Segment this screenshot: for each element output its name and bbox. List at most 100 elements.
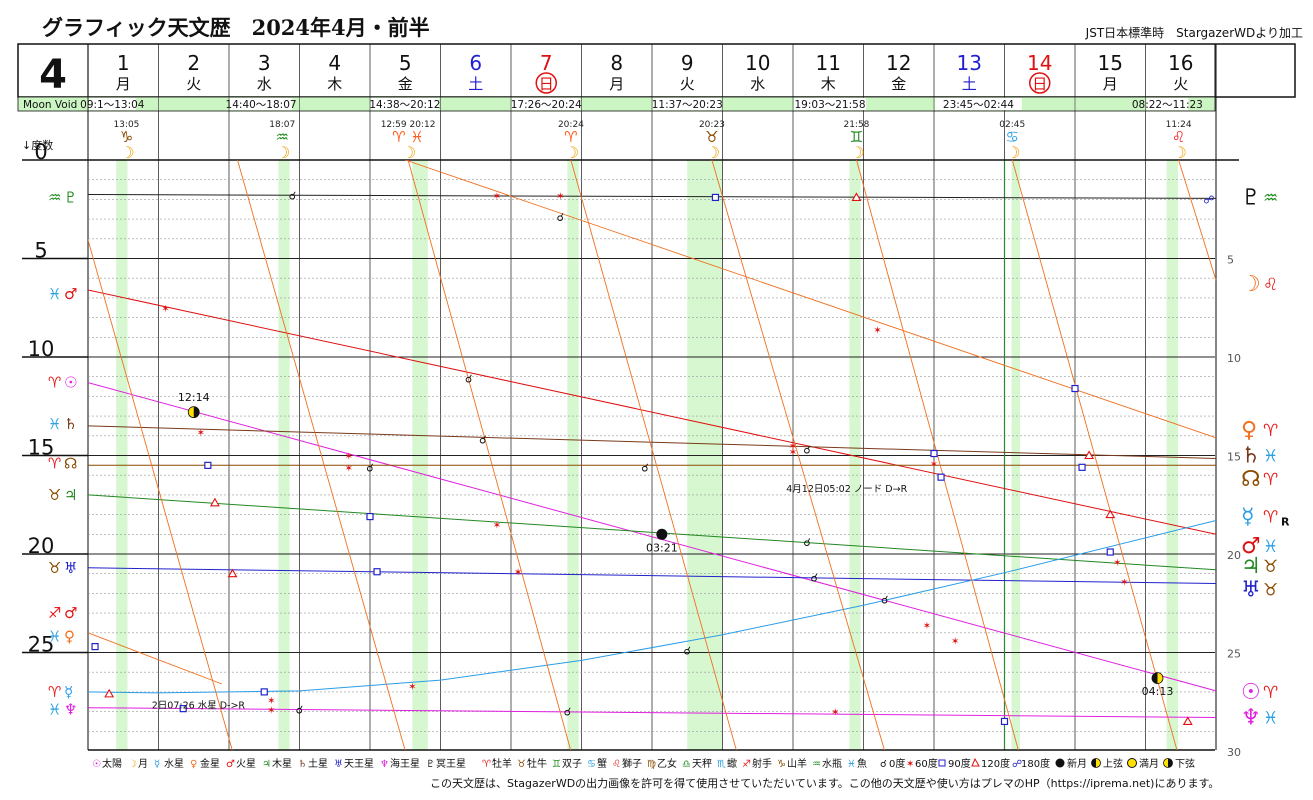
ingress-time: 12:59 20:12 [381, 120, 436, 130]
legend-sign-glyph: ♏ [717, 759, 726, 770]
ingress-time: 18:07 [269, 120, 295, 130]
legend-sign-glyph: ♎ [682, 759, 691, 770]
sextile-mark: ✶ [1113, 558, 1121, 569]
y-axis-label: ↓度数 [22, 138, 53, 152]
legend-sign-glyph: ♋ [587, 759, 596, 770]
left-planet-glyph: ♀ [64, 628, 75, 646]
void-interval [653, 98, 722, 110]
square-mark [1000, 717, 1009, 726]
right-planet-labels: ♇ ♒☽ ♌♀ ♈♄ ♓☊ ♈☿ ♈ R♂ ♓♃ ♉♅ ♉☉ ♈♆ ♓ [1241, 185, 1290, 730]
trine-mark [851, 192, 862, 201]
trine-mark [1182, 716, 1193, 726]
left-sign-glyph: ♉ [48, 559, 61, 577]
credit-note: JST日本標準時 StargazerWDより加工 [1085, 26, 1303, 40]
legend-planet-label: 土星 [308, 757, 328, 770]
weekday-label: 木 [327, 75, 342, 93]
left-sign-glyph: ♐ [48, 604, 61, 622]
left-planet-labels: ♒ ♇♓ ♂♈ ☉♓ ♄♈ ☊♉ ♃♉ ♅♐ ♂♓ ♀♈ ☿♓ ♆ [48, 188, 77, 718]
lunar-phases: 12:14 03:21 04:13 [178, 391, 1173, 698]
retrograde-flag: R [1281, 516, 1290, 529]
legend-planet-label: 金星 [200, 757, 220, 770]
trine-mark [104, 688, 115, 698]
right-planet-glyph: ♂ [1241, 534, 1261, 559]
legend-planet-glyph: ♀ [190, 759, 197, 770]
void-interval [794, 98, 867, 110]
left-sign-glyph: ♓ [48, 415, 61, 433]
void-interval-label: 19:03〜21:58 [794, 99, 865, 111]
sextile-mark: ✶ [1120, 578, 1128, 589]
legend-planet-glyph: ♃ [262, 759, 271, 770]
square-mark [91, 642, 99, 651]
right-sign-glyph: ♈ [1263, 470, 1278, 490]
track-moon_1 [88, 238, 233, 750]
square-mark [1078, 463, 1086, 471]
legend-sign-glyph: ♌ [612, 759, 621, 770]
legend-opposition-icon: ☍ [1012, 759, 1022, 770]
right-planet-glyph: ♀ [1241, 418, 1257, 443]
legend-sign-glyph: ♊ [552, 759, 561, 770]
void-interval-label: 09:1〜13:04 [80, 99, 145, 111]
legend-sign-label: 天秤 [692, 758, 712, 770]
sextile-mark: ✶ [556, 191, 564, 202]
left-planet-glyph: ♃ [64, 486, 77, 504]
legend-planet-glyph: ♆ [380, 759, 389, 770]
conjunction-mark: ☌ [881, 593, 888, 606]
day-number: 13 [957, 51, 982, 75]
void-interval-label: 11:37〜20:23 [652, 99, 723, 111]
legend-sign-label: 水瓶 [822, 757, 842, 770]
legend-planet-glyph: ♂ [226, 759, 235, 770]
legend-planet-glyph: ♅ [334, 759, 343, 770]
track-venus_2 [405, 160, 1217, 439]
track-mercury [88, 520, 1217, 694]
holiday-circle [535, 72, 557, 94]
moon-glyph: ☽ [706, 143, 720, 162]
day-number: 2 [187, 51, 200, 75]
left-planet-glyph: ♂ [64, 604, 77, 622]
day-number: 14 [1027, 51, 1052, 75]
track-moon_7 [1011, 160, 1178, 750]
conjunction-mark: ☌ [564, 706, 571, 719]
right-sign-glyph: ♓ [1263, 537, 1278, 557]
square-mark [366, 512, 374, 521]
moon-glyph: ☽ [850, 143, 864, 162]
legend-sign-label: 獅子 [622, 757, 642, 770]
new-moon-disc [1055, 758, 1065, 768]
moon-glyph: ☽ [402, 143, 416, 162]
legend-sign-label: 射手 [752, 757, 772, 770]
void-interval [1146, 98, 1189, 110]
chart-annotation: 4月12日05:02 ノード D→R [786, 484, 907, 495]
day-number: 12 [886, 51, 911, 75]
legend-planet-glyph: ♇ [426, 759, 435, 770]
left-planet-glyph: ♄ [64, 415, 77, 433]
legend-planet-glyph: ☽ [128, 759, 137, 770]
legend-aspect-label: 0度 [889, 757, 905, 770]
legend-sign-label: 蟹 [597, 757, 607, 770]
sextile-mark: ✶ [493, 520, 501, 531]
ingress-time: 13:05 [113, 120, 139, 130]
left-planet-glyph: ♇ [64, 188, 77, 206]
annotations: 2日07:26 水星 D->R 4月12日05:02 ノード D→R [152, 484, 908, 712]
left-planet-glyph: ♅ [64, 559, 77, 577]
weekday-label: 木 [821, 75, 836, 93]
left-sign-glyph: ♓ [48, 628, 61, 646]
track-moon_8 [1178, 160, 1217, 281]
left-planet-glyph: ♂ [64, 285, 77, 303]
day-number: 7 [540, 51, 553, 75]
void-interval-label: 14:38〜20:12 [369, 99, 440, 111]
track-uranus [88, 567, 1217, 584]
sextile-mark: ✶ [789, 442, 797, 453]
void-interval [371, 98, 439, 110]
weekday-label: 土 [962, 75, 977, 93]
track-pluto [88, 194, 1217, 199]
track-mars [88, 289, 1217, 535]
void-interval-label: 14:40〜18:07 [226, 99, 297, 111]
moon-ingress-row: 13:05♑☽18:07♒☽12:59 20:12♈ ♓☽20:24♈☽20:2… [113, 120, 1191, 162]
day-number: 4 [328, 51, 341, 75]
weekday-label: 月 [609, 75, 624, 93]
sextile-mark: ✶ [161, 304, 169, 315]
moon-glyph: ☽ [276, 143, 290, 162]
square-mark [204, 461, 212, 469]
ingress-sign-glyph: ♉ [705, 128, 718, 146]
legend-planet-label: 月 [138, 758, 148, 770]
left-tick-label: 5 [34, 239, 47, 263]
